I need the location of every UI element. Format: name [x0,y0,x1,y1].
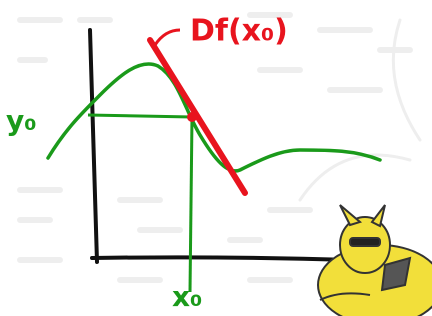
tangent-label: Df(x₀) [190,14,288,49]
y0-label: y₀ [6,104,37,137]
x-axis [92,257,352,260]
x0-guide [190,117,192,292]
y0-guide [88,115,192,117]
x0-label: x₀ [172,280,202,313]
y-axis [90,30,97,262]
cartoon-creature [318,205,432,316]
diagram: Df(x₀) y₀ x₀ [0,0,432,316]
page: Df(x₀) y₀ x₀ (() => { const data = JSON.… [0,0,432,316]
function-curve [48,64,380,171]
tangent-point [187,112,197,122]
label-hook [155,30,180,45]
